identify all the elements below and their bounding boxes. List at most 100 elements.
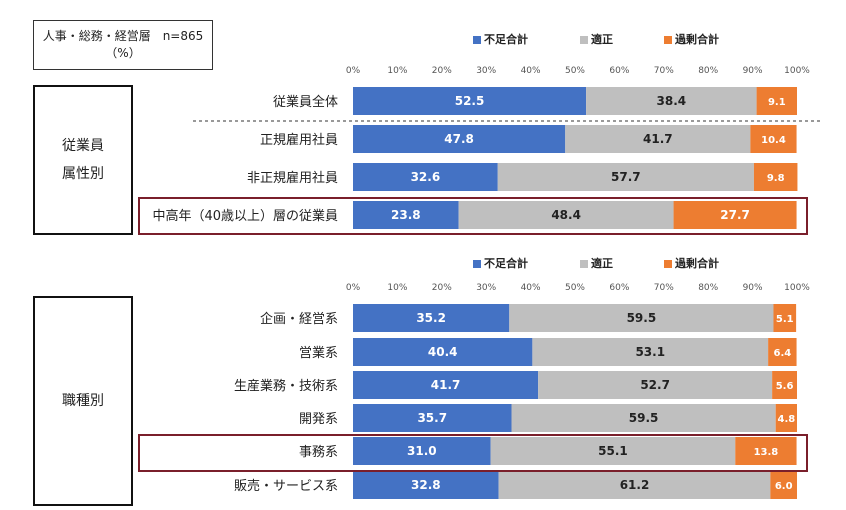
legend-swatch [473, 260, 481, 268]
data-label: 35.7 [417, 411, 447, 425]
data-label: 10.4 [761, 135, 786, 146]
bar-segment [756, 87, 797, 115]
x-tick-label: 60% [609, 283, 629, 293]
data-label: 5.6 [776, 381, 794, 392]
bar-segment [353, 437, 491, 465]
data-label: 53.1 [635, 345, 665, 359]
legend-label: 適正 [591, 256, 613, 270]
legend-label: 適正 [591, 32, 613, 46]
x-tick-label: 10% [387, 283, 407, 293]
data-label: 9.1 [768, 97, 786, 108]
data-label: 41.7 [643, 132, 673, 146]
data-label: 32.6 [411, 170, 441, 184]
x-tick-label: 50% [565, 283, 585, 293]
bar-segment [353, 163, 498, 191]
bar-segment [511, 404, 776, 432]
bar-segment [490, 437, 736, 465]
bar-segment [509, 304, 774, 332]
category-label: 企画・経営系 [260, 311, 338, 327]
bar-segment [750, 125, 797, 153]
data-label: 59.5 [629, 411, 659, 425]
bar-segment [565, 125, 751, 153]
sample-size: 人事・総務・経営層 n=865 [42, 29, 204, 43]
group-attribute-label-1: 従業員 [62, 138, 104, 154]
legend-label: 不足合計 [484, 32, 528, 46]
category-label: 営業系 [299, 345, 338, 361]
legend-swatch [473, 36, 481, 44]
data-label: 27.7 [720, 208, 750, 222]
bar-segment [353, 125, 566, 153]
data-label: 6.0 [775, 481, 793, 492]
bar-segment [673, 201, 797, 229]
bar-segment [497, 163, 754, 191]
data-label: 31.0 [407, 444, 437, 458]
category-label: 事務系 [299, 445, 338, 460]
data-label: 40.4 [428, 345, 458, 359]
group-occupation-box: 職種別 [33, 296, 133, 506]
data-label: 38.4 [657, 94, 687, 108]
x-tick-label: 10% [387, 66, 407, 76]
bar-segment [353, 87, 587, 115]
bar-segment [353, 304, 510, 332]
data-label: 35.2 [416, 311, 446, 325]
data-label: 13.8 [754, 447, 779, 458]
data-label: 9.8 [767, 173, 785, 184]
bar-segment [768, 338, 797, 366]
data-label: 55.1 [598, 444, 628, 458]
x-tick-label: 70% [654, 283, 674, 293]
data-label: 23.8 [391, 208, 421, 222]
data-label: 6.4 [773, 348, 791, 359]
x-tick-label: 90% [743, 66, 763, 76]
bar-segment [498, 471, 771, 499]
data-label: 48.4 [551, 208, 581, 222]
x-tick-label: 0% [346, 66, 361, 76]
legend-label: 過剰合計 [674, 32, 719, 46]
data-label: 32.8 [411, 478, 441, 492]
bar-segment [353, 338, 533, 366]
bar-segment [353, 371, 539, 399]
x-tick-label: 30% [476, 66, 496, 76]
x-tick-label: 20% [432, 283, 452, 293]
data-label: 59.5 [627, 311, 657, 325]
legend-label: 不足合計 [484, 256, 528, 270]
data-label: 52.7 [640, 378, 670, 392]
bar-segment [773, 304, 797, 332]
bar-segment [775, 404, 797, 432]
bar-segment [532, 338, 769, 366]
group-attribute-label-2: 属性別 [62, 166, 104, 182]
data-label: 4.8 [777, 414, 795, 425]
unit-label: （%） [105, 46, 141, 60]
highlight-middle-aged [138, 197, 808, 235]
bar-segment [586, 87, 757, 115]
x-tick-label: 20% [432, 66, 452, 76]
data-label: 52.5 [455, 94, 485, 108]
data-label: 47.8 [444, 132, 474, 146]
category-label: 販売・サービス系 [234, 478, 338, 494]
x-tick-label: 80% [698, 66, 718, 76]
x-tick-label: 40% [521, 283, 541, 293]
group-occupation-label: 職種別 [62, 393, 104, 409]
data-label: 57.7 [611, 170, 641, 184]
category-label: 従業員全体 [273, 94, 338, 110]
x-tick-label: 70% [654, 66, 674, 76]
category-label: 中高年（40歳以上）層の従業員 [152, 208, 338, 224]
legend-swatch [664, 36, 672, 44]
highlight-office-work [138, 434, 808, 472]
x-tick-label: 80% [698, 283, 718, 293]
data-label: 61.2 [620, 478, 650, 492]
category-label: 非正規雇用社員 [247, 170, 338, 186]
category-label: 開発系 [299, 412, 338, 427]
category-label: 生産業務・技術系 [234, 378, 338, 394]
bar-segment [458, 201, 674, 229]
bar-segment [772, 371, 797, 399]
bar-segment [753, 163, 798, 191]
legend-swatch [664, 260, 672, 268]
legend-label: 過剰合計 [674, 256, 719, 270]
bar-segment [735, 437, 797, 465]
x-tick-label: 60% [609, 66, 629, 76]
x-tick-label: 100% [784, 66, 810, 76]
x-tick-label: 90% [743, 283, 763, 293]
bar-segment [538, 371, 773, 399]
